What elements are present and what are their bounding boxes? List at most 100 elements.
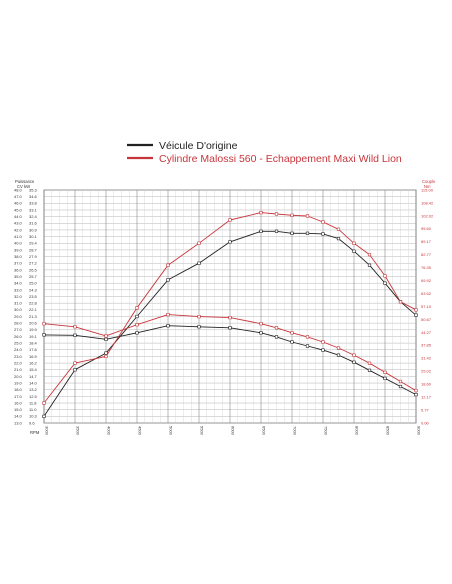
right-torque-tick-label: 102.02 xyxy=(421,213,434,218)
data-point-stock-torque xyxy=(305,344,310,348)
data-point-stock-torque xyxy=(398,384,403,389)
data-point-malossi-torque xyxy=(414,388,418,393)
x-axis-unit: RPM xyxy=(30,430,40,435)
left-kw-tick-label: 32.4 xyxy=(29,214,38,219)
right-torque-tick-label: 108.42 xyxy=(421,200,434,205)
data-point-malossi-torque xyxy=(274,326,279,330)
data-point-malossi-power xyxy=(42,401,46,405)
data-point-stock-power xyxy=(305,231,310,235)
left-cv-tick-label: 32.0 xyxy=(14,294,23,299)
data-point-malossi-power xyxy=(73,361,77,365)
right-torque-tick-label: 57.10 xyxy=(421,304,432,309)
right-torque-tick-label: 50.67 xyxy=(421,317,432,322)
right-torque-tick-label: 0.00 xyxy=(421,420,430,425)
x-tick-label: 6500 xyxy=(262,426,267,436)
left-kw-tick-label: 27.2 xyxy=(29,261,38,266)
left-kw-tick-label: 35.3 xyxy=(29,187,38,192)
right-axis-header-unit: Nm xyxy=(424,184,431,189)
left-cv-tick-label: 44.0 xyxy=(14,214,23,219)
data-point-malossi-power xyxy=(104,354,108,359)
right-torque-tick-label: 82.77 xyxy=(421,252,432,257)
left-cv-tick-label: 31.0 xyxy=(14,301,23,306)
left-kw-tick-label: 22.1 xyxy=(29,307,38,312)
right-axis-header-torque: Couple xyxy=(422,179,436,184)
data-point-stock-power xyxy=(290,231,294,235)
data-point-malossi-torque xyxy=(305,335,310,339)
left-cv-tick-label: 42.0 xyxy=(14,227,23,232)
data-point-stock-power xyxy=(274,229,279,233)
data-point-stock-power xyxy=(259,229,263,233)
data-point-malossi-power xyxy=(383,274,387,278)
data-point-malossi-power xyxy=(259,211,263,215)
data-point-malossi-power xyxy=(414,308,418,312)
data-point-stock-power xyxy=(352,249,356,253)
data-point-malossi-power xyxy=(352,241,356,245)
data-point-stock-torque xyxy=(166,324,170,328)
right-torque-tick-label: 44.27 xyxy=(421,330,432,335)
data-point-stock-torque xyxy=(42,333,46,337)
data-point-stock-torque xyxy=(274,335,279,339)
data-point-stock-power xyxy=(228,240,232,244)
right-torque-tick-label: 18.60 xyxy=(421,382,432,387)
left-cv-tick-label: 45.0 xyxy=(14,207,23,212)
left-axis-header-power: Puissance xyxy=(15,179,35,184)
left-cv-tick-label: 25.0 xyxy=(14,341,23,346)
x-tick-label: 8000 xyxy=(355,426,360,436)
data-point-stock-power xyxy=(42,414,46,418)
left-kw-tick-label: 31.6 xyxy=(29,221,38,226)
left-cv-tick-label: 27.0 xyxy=(14,327,23,332)
data-point-stock-torque xyxy=(259,331,263,335)
left-cv-tick-label: 19.0 xyxy=(14,380,23,385)
left-kw-tick-label: 33.8 xyxy=(29,201,38,206)
left-kw-tick-label: 24.3 xyxy=(29,287,38,292)
data-point-malossi-power xyxy=(274,212,279,216)
left-kw-tick-label: 10.3 xyxy=(29,414,38,419)
x-tick-label: 7000 xyxy=(293,426,298,436)
x-tick-label: 9000 xyxy=(417,426,422,436)
right-torque-tick-label: 95.60 xyxy=(421,226,432,231)
left-cv-tick-label: 28.0 xyxy=(14,321,23,326)
data-point-stock-torque xyxy=(104,337,108,341)
data-point-stock-torque xyxy=(367,368,372,372)
legend-label-malossi: Cylindre Malossi 560 - Echappement Maxi … xyxy=(159,153,402,165)
left-cv-tick-label: 30.0 xyxy=(14,307,23,312)
left-kw-tick-label: 18.4 xyxy=(29,341,38,346)
data-point-malossi-torque xyxy=(259,322,263,326)
left-kw-tick-label: 20.6 xyxy=(29,321,38,326)
series-line-stock-power xyxy=(43,230,417,417)
x-tick-label: 5500 xyxy=(200,426,205,436)
data-point-malossi-power xyxy=(321,220,325,224)
left-kw-tick-label: 17.6 xyxy=(29,347,38,352)
left-axis-header-units: CV kW xyxy=(17,184,30,189)
plot-area: 48.0 47.0 46.045.0 44.0 43.042.0 41.0 40.039.0… xyxy=(14,187,434,435)
right-torque-tick-label: 115.00 xyxy=(421,187,434,192)
left-cv-tick-label: 46.0 xyxy=(14,201,23,206)
data-point-malossi-power xyxy=(197,241,201,245)
right-torque-tick-label: 5.77 xyxy=(421,407,430,412)
left-cv-tick-label: 26.0 xyxy=(14,334,23,339)
data-point-malossi-torque xyxy=(228,316,232,320)
left-cv-tick-label: 47.0 xyxy=(14,194,23,199)
series-line-malossi-power xyxy=(43,212,417,404)
data-point-malossi-torque xyxy=(321,340,325,344)
left-cv-tick-label: 18.0 xyxy=(14,387,23,392)
data-point-malossi-torque xyxy=(197,315,201,319)
legend-label-stock: Véicule D'origine xyxy=(159,140,238,152)
data-point-malossi-torque xyxy=(290,331,294,335)
left-kw-tick-label: 26.5 xyxy=(29,267,38,272)
data-point-malossi-power xyxy=(228,218,232,222)
x-tick-label: 6000 xyxy=(231,426,236,436)
left-cv-tick-label: 35.0 xyxy=(14,274,23,279)
left-cv-tick-label: 41.0 xyxy=(14,234,23,239)
right-torque-tick-label: 25.02 xyxy=(421,369,432,374)
data-point-malossi-torque xyxy=(367,361,372,365)
data-point-malossi-torque xyxy=(135,323,139,327)
left-kw-tick-label: 28.7 xyxy=(29,247,38,252)
right-torque-tick-label: 12.17 xyxy=(421,395,432,400)
data-point-malossi-power xyxy=(135,306,139,310)
data-point-malossi-torque xyxy=(336,346,341,350)
left-kw-tick-label: 11.8 xyxy=(29,400,37,405)
legend: Véicule D'origine Cylindre Malossi 560 -… xyxy=(127,140,402,165)
